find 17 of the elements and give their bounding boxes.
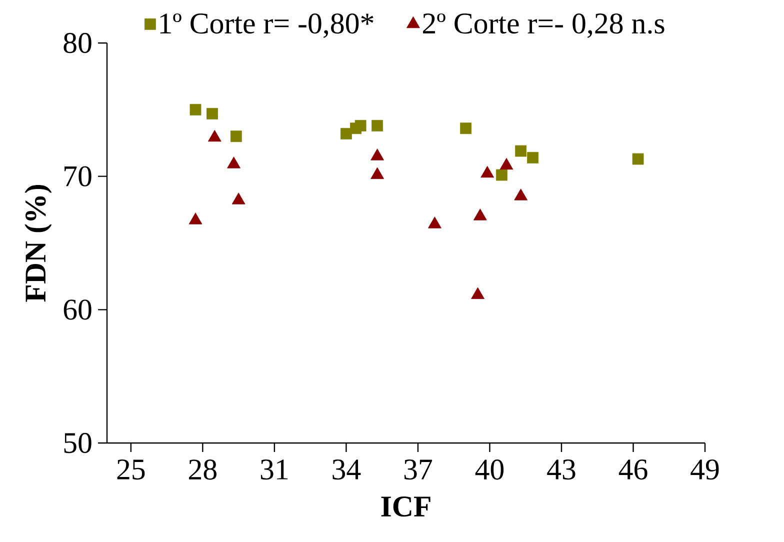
legend-label: 1º Corte r= -0,80* <box>160 13 374 38</box>
y-tick-label: 50 <box>64 432 92 454</box>
x-tick-label: 40 <box>475 460 504 480</box>
legend-label: 2º Corte r=- 0,28 n.s <box>423 13 664 38</box>
x-tick-label: 37 <box>404 460 432 480</box>
y-tick-label: 60 <box>64 300 92 320</box>
y-tick-label: 80 <box>64 32 92 54</box>
y-axis-title: FDN (%) <box>24 185 52 302</box>
x-axis-title: ICF <box>381 496 430 517</box>
x-tick-label: 34 <box>332 460 361 480</box>
x-tick-label: 46 <box>618 460 648 480</box>
x-tick-label: 28 <box>189 460 216 480</box>
x-tick-label: 43 <box>547 460 576 480</box>
x-tick-label: 31 <box>260 460 288 480</box>
y-tick-label: 70 <box>64 166 92 186</box>
x-tick-label: 49 <box>690 460 719 480</box>
x-tick-label: 25 <box>117 460 145 480</box>
